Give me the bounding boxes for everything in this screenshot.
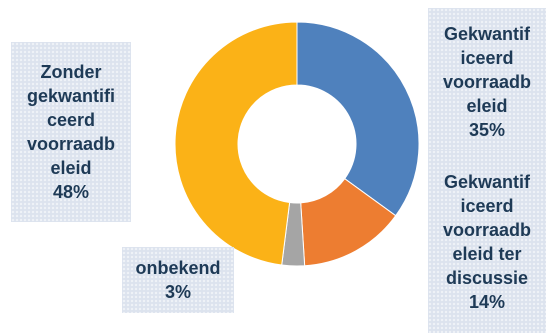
donut-slice-gekwantificeerd-voorraadbeleid xyxy=(296,21,420,217)
data-label-ter-discussie: Gekwantif iceerd voorraadb eleid ter dis… xyxy=(428,150,546,333)
data-label-gekwantificeerd: Gekwantif iceerd voorraadb eleid 35% xyxy=(428,8,546,156)
data-label-onbekend: onbekend 3% xyxy=(122,247,234,313)
data-label-text: Zonder gekwantifi ceerd voorraadb eleid … xyxy=(26,62,116,202)
data-label-text: onbekend 3% xyxy=(135,258,221,302)
donut-slice-zonder-gekwantificeerd-voorraadbeleid xyxy=(174,21,298,266)
data-label-text: Gekwantif iceerd voorraadb eleid 35% xyxy=(442,24,532,140)
data-label-zonder-gekwantificeerd: Zonder gekwantifi ceerd voorraadb eleid … xyxy=(11,42,131,222)
data-label-text: Gekwantif iceerd voorraadb eleid ter dis… xyxy=(442,171,532,312)
